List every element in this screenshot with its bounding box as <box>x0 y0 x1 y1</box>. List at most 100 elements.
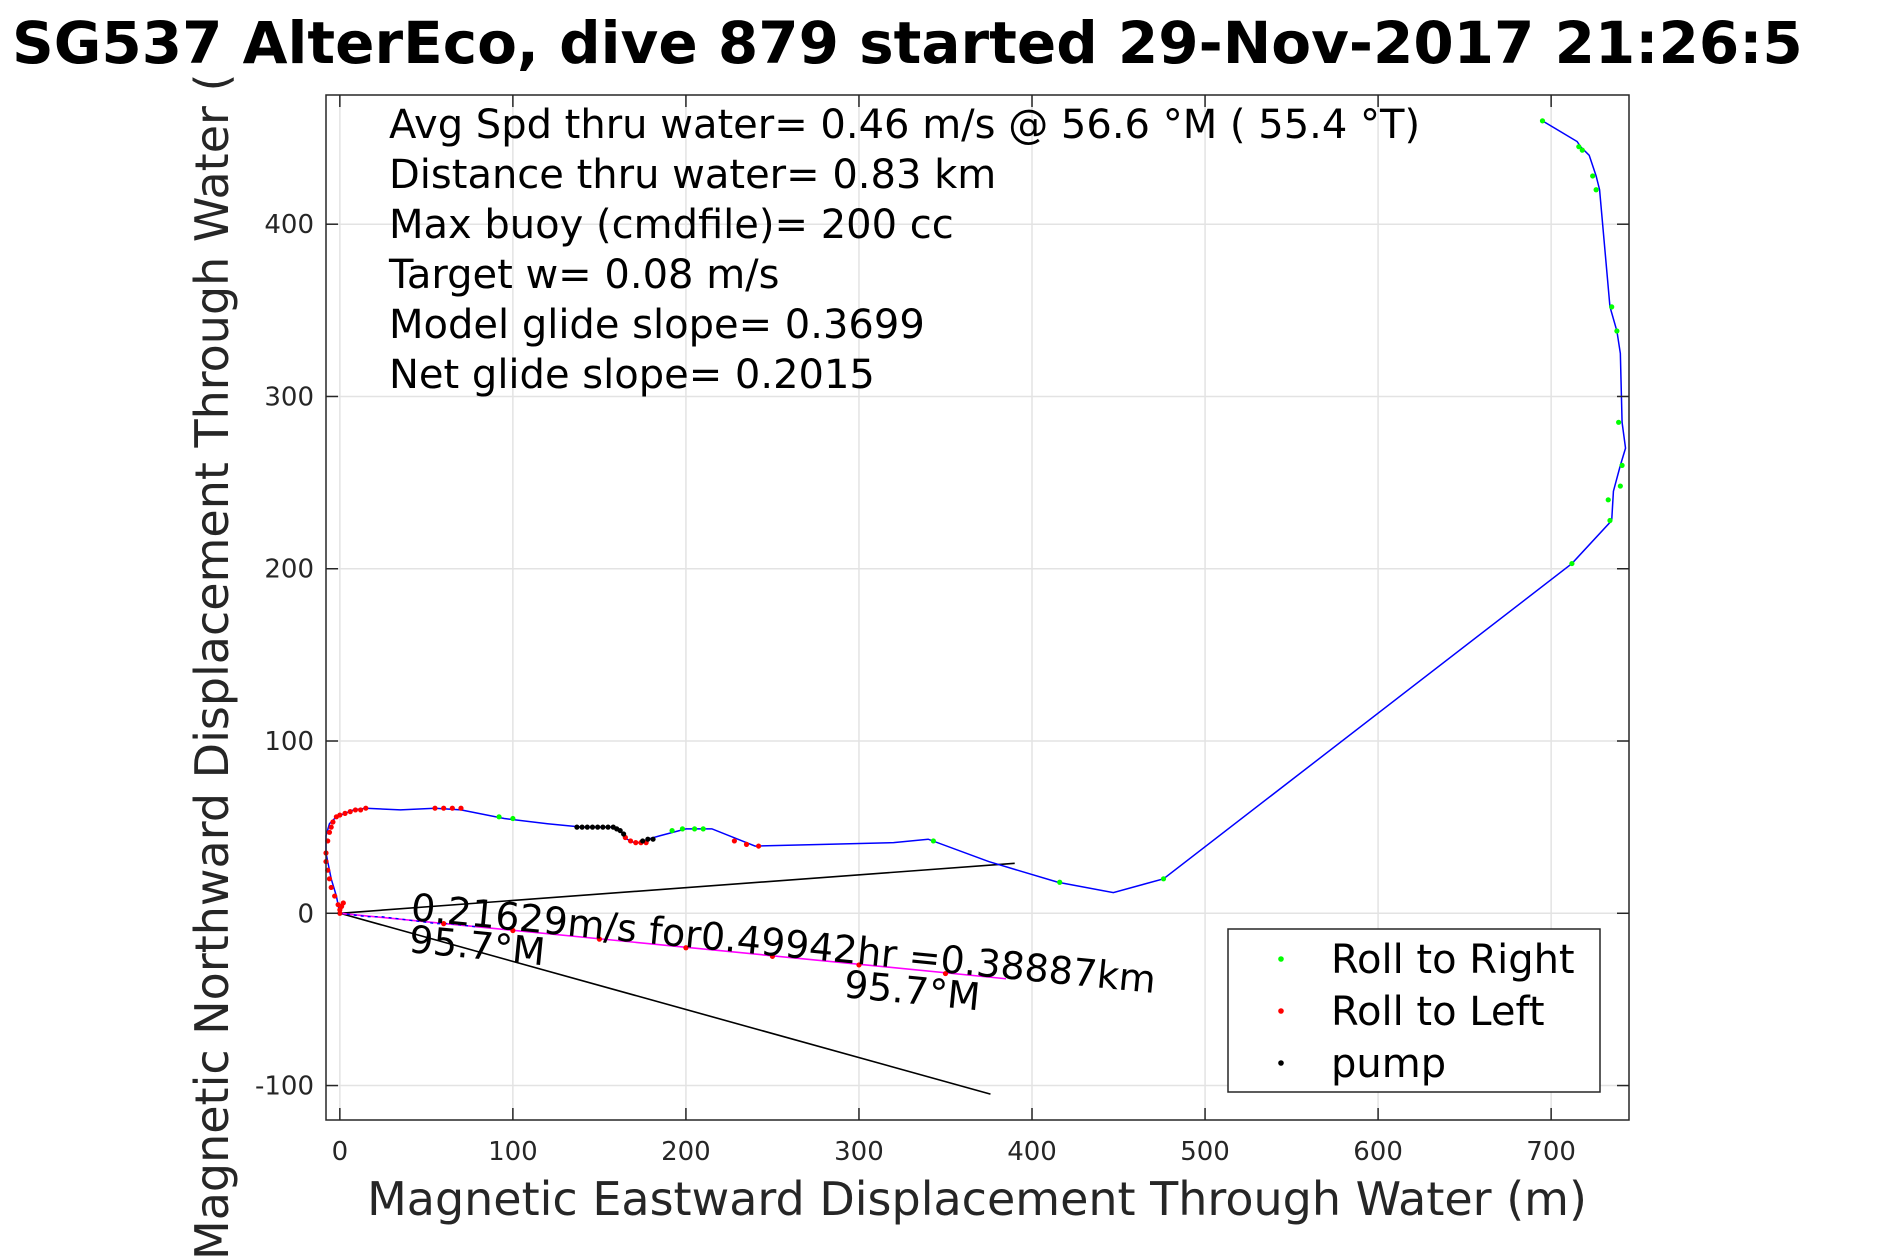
pump-point <box>621 831 627 837</box>
y-tick-label: 300 <box>264 382 314 412</box>
roll-to-right-point <box>930 838 936 844</box>
roll-to-right-point <box>1605 497 1611 503</box>
pump-point <box>595 824 601 830</box>
legend-label-roll-to-left: Roll to Left <box>1331 989 1545 1035</box>
roll-to-left-point <box>332 893 338 899</box>
legend-marker-pump <box>1278 1060 1284 1066</box>
roll-to-right-point <box>1160 876 1167 882</box>
grid <box>326 95 1629 1120</box>
roll-to-left-point <box>358 807 364 813</box>
roll-to-right-point <box>679 826 686 832</box>
roll-to-right-point <box>669 827 675 834</box>
roll-to-left-point <box>596 936 603 942</box>
pump-point <box>640 838 646 844</box>
roll-to-right-point <box>1619 462 1625 468</box>
roll-to-left-point <box>352 807 359 813</box>
roll-to-left-point <box>441 921 447 927</box>
roll-to-left-point <box>731 838 737 844</box>
roll-to-left-point <box>330 819 336 825</box>
y-tick-label: 400 <box>264 210 314 240</box>
roll-to-right-point <box>1539 118 1546 124</box>
dive-stats: Avg Spd thru water= 0.46 m/s @ 56.6 °M (… <box>388 102 1420 398</box>
pump-point <box>579 824 585 830</box>
roll-to-right-point <box>1057 879 1063 885</box>
x-axis-label: Magnetic Eastward Displacement Through W… <box>367 1172 1587 1226</box>
roll-to-left-point <box>942 970 949 977</box>
pump-point <box>600 824 606 830</box>
current-vector-line <box>339 912 1007 980</box>
x-tick-label: 700 <box>1526 1137 1576 1167</box>
stat-line: Distance thru water= 0.83 km <box>389 152 996 198</box>
pump-point <box>605 824 611 830</box>
roll-to-left-point <box>326 829 333 835</box>
chart-title: SG537 AlterEco, dive 879 started 29-Nov-… <box>12 9 1803 77</box>
stat-line: Model glide slope= 0.3699 <box>389 302 925 348</box>
x-tick-label: 500 <box>1180 1137 1230 1167</box>
roll-to-right-point <box>1607 517 1613 524</box>
roll-to-left-point <box>769 953 776 959</box>
roll-to-left-point <box>363 805 369 811</box>
legend-label-pump: pump <box>1331 1041 1446 1087</box>
roll-to-right-point <box>1579 147 1585 153</box>
y-tick-label: 100 <box>264 727 314 757</box>
plot-area <box>323 118 1627 1095</box>
roll-to-left-point <box>432 805 438 811</box>
pump-point <box>574 824 580 830</box>
y-axis-label: Magnetic Northward Displacement Through … <box>185 74 239 1260</box>
current-vector-dashes <box>339 912 479 928</box>
x-tick-label: 300 <box>834 1137 884 1167</box>
roll-to-left-point <box>326 876 333 882</box>
roll-to-right-point <box>1569 560 1575 567</box>
heading-wedge-line <box>339 862 1015 915</box>
pump-point <box>650 836 656 842</box>
roll-to-left-point <box>337 812 343 818</box>
stat-line: Max buoy (cmdfile)= 200 cc <box>389 202 954 248</box>
roll-to-right-point <box>496 814 502 820</box>
roll-to-left-point <box>340 900 346 906</box>
roll-to-left-point <box>856 962 862 968</box>
y-tick-label: -100 <box>255 1072 314 1102</box>
roll-to-right-point <box>1593 187 1599 193</box>
plot-frame <box>325 94 1630 1121</box>
roll-to-right-point <box>1576 144 1582 150</box>
stat-line: Net glide slope= 0.2015 <box>389 352 875 398</box>
roll-to-left-point <box>510 927 516 934</box>
roll-to-left-point <box>633 840 639 846</box>
axis-ticks: 0 100 200 300 400 500 600 700 -100 0 100 200 300 400 <box>255 95 1629 1167</box>
heading-wedge-line <box>339 912 991 1095</box>
roll-to-left-point <box>342 810 348 816</box>
stat-line: Avg Spd thru water= 0.46 m/s @ 56.6 °M (… <box>389 102 1420 148</box>
roll-to-right-point <box>510 815 516 822</box>
legend-marker-roll-to-left <box>1278 1008 1284 1014</box>
roll-to-left-point <box>683 945 689 951</box>
y-tick-label: 200 <box>264 555 314 585</box>
roll-to-right-point <box>1616 419 1622 425</box>
roll-to-left-point <box>458 805 464 811</box>
pump-point <box>584 824 590 830</box>
roll-to-right-point <box>1614 328 1620 334</box>
roll-to-right-point <box>691 826 698 832</box>
current-annotations: 0.21629m/s for0.49942hr =0.38887km 95.7°… <box>407 885 1158 1019</box>
legend-marker-roll-to-right <box>1278 956 1284 962</box>
legend: Roll to Right Roll to Left pump <box>1227 928 1601 1093</box>
stat-line: Target w= 0.08 m/s <box>388 252 779 298</box>
roll-to-left-point <box>627 838 634 844</box>
roll-to-left-point <box>328 824 334 830</box>
roll-to-right-point <box>1609 304 1615 310</box>
legend-label-roll-to-right: Roll to Right <box>1331 937 1575 983</box>
legend-box <box>1227 928 1601 1093</box>
roll-to-right-point <box>1590 173 1596 179</box>
roll-to-left-point <box>756 843 762 849</box>
roll-to-right-point <box>1617 483 1623 489</box>
pump-point <box>645 836 651 842</box>
x-tick-label: 400 <box>1007 1137 1057 1167</box>
roll-to-left-point <box>347 809 353 815</box>
y-tick-label: 0 <box>297 899 314 929</box>
roll-to-right-point <box>700 826 706 832</box>
roll-to-left-point <box>743 841 750 847</box>
x-tick-label: 0 <box>332 1137 349 1167</box>
roll-to-left-point <box>441 805 447 811</box>
roll-to-left-point <box>449 805 455 811</box>
pump-point <box>589 824 596 830</box>
